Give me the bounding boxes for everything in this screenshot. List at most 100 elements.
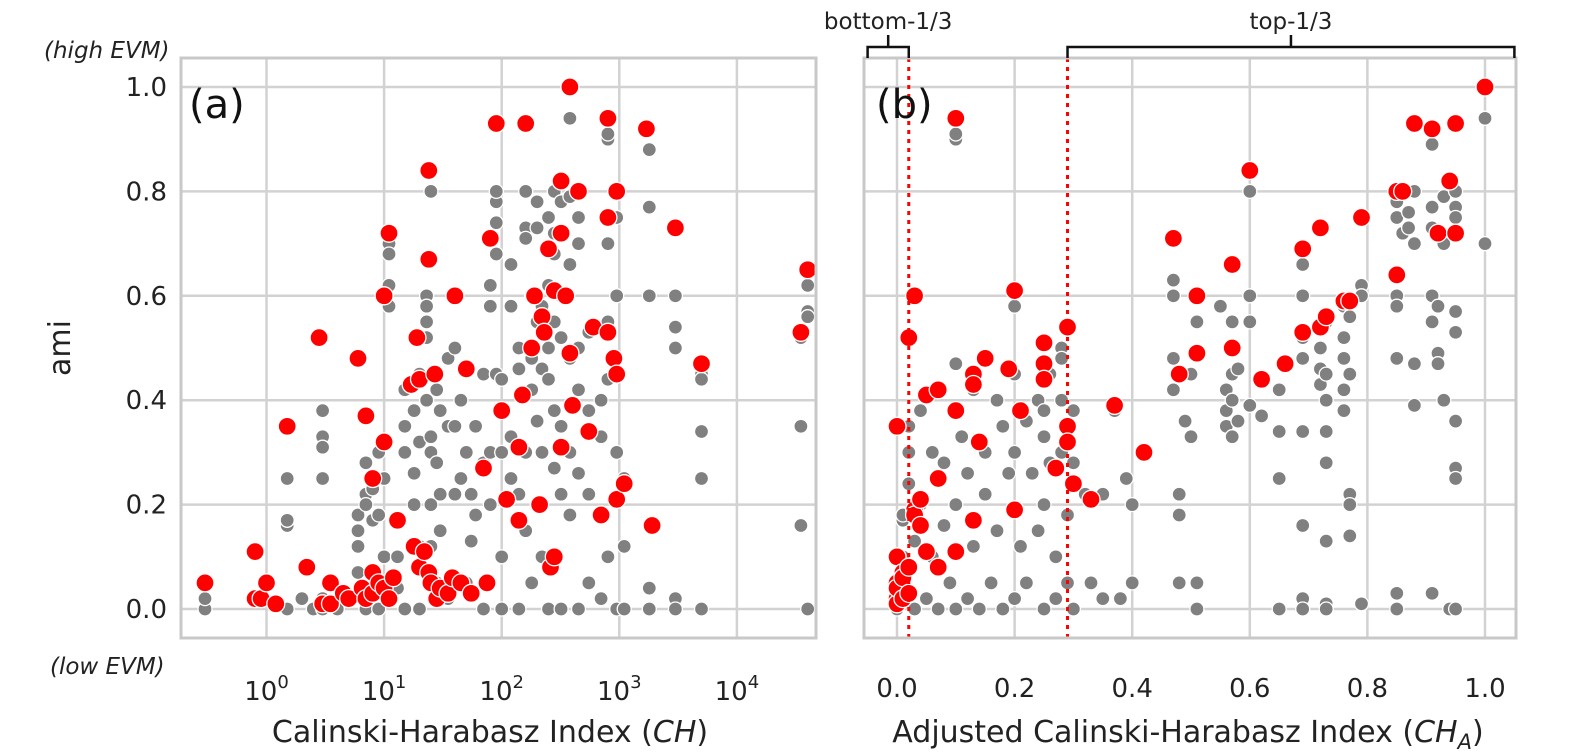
data-point xyxy=(411,601,428,617)
data-point xyxy=(389,549,406,565)
x-axis-label-b-main: Adjusted Calinski-Harabasz Index ( xyxy=(892,715,1414,750)
x-tick-label: 103 xyxy=(597,672,642,707)
data-point xyxy=(995,418,1011,434)
data-point xyxy=(1447,303,1464,320)
highlighted-point xyxy=(1004,500,1025,520)
data-point xyxy=(447,486,463,502)
data-point xyxy=(581,402,597,419)
highlighted-point xyxy=(374,286,394,306)
highlighted-point xyxy=(928,380,948,400)
highlighted-point xyxy=(1057,317,1078,337)
highlighted-point xyxy=(1316,307,1336,327)
highlighted-point xyxy=(407,327,427,348)
highlighted-point xyxy=(379,223,399,243)
data-point xyxy=(942,575,958,591)
highlighted-point xyxy=(598,207,618,228)
highlighted-point xyxy=(277,416,297,436)
highlighted-point xyxy=(560,77,580,97)
data-point xyxy=(959,590,976,607)
data-point xyxy=(570,465,587,481)
data-point xyxy=(581,575,597,591)
highlighted-point xyxy=(320,573,341,593)
data-point xyxy=(1001,465,1017,481)
highlighted-point xyxy=(534,322,554,342)
highlighted-point xyxy=(969,432,989,452)
highlighted-point xyxy=(1046,458,1066,478)
data-point xyxy=(1083,575,1099,591)
data-point xyxy=(600,126,616,142)
highlighted-point xyxy=(1081,489,1101,510)
data-point xyxy=(350,564,366,581)
x-axis-label-a-symbol: CH xyxy=(653,715,697,750)
highlighted-point xyxy=(320,594,341,614)
x-axis-label-b-subscript: A xyxy=(1456,730,1472,754)
data-point xyxy=(406,465,422,481)
data-point xyxy=(593,590,609,607)
data-point xyxy=(1165,288,1182,304)
highlighted-point xyxy=(642,515,662,536)
highlighted-point xyxy=(1163,228,1184,249)
highlighted-point xyxy=(1057,432,1078,452)
highlighted-point xyxy=(591,505,611,525)
data-point xyxy=(279,470,295,487)
data-point xyxy=(570,601,587,617)
data-point xyxy=(1271,382,1287,398)
data-point xyxy=(600,235,616,252)
data-point xyxy=(432,402,448,419)
x-tick-label: 0.8 xyxy=(1347,674,1388,704)
data-point xyxy=(912,402,929,419)
data-point xyxy=(1030,523,1046,539)
data-point xyxy=(488,215,504,231)
data-point xyxy=(1171,486,1187,502)
highlighted-point xyxy=(544,547,564,567)
data-point xyxy=(693,470,710,487)
data-point xyxy=(1189,575,1205,591)
data-point xyxy=(518,183,534,200)
data-point xyxy=(350,523,366,539)
x-tick-label: 104 xyxy=(715,672,760,707)
data-point xyxy=(350,507,366,523)
highlighted-point xyxy=(1034,333,1054,353)
data-point xyxy=(511,601,527,617)
data-point xyxy=(1118,470,1134,487)
y-top-note: (high EVM) xyxy=(44,38,170,64)
x-tick-label: 0.2 xyxy=(994,674,1035,704)
data-point xyxy=(1406,235,1423,252)
data-point xyxy=(553,601,569,617)
highlighted-point xyxy=(999,359,1019,379)
data-point xyxy=(1477,110,1493,126)
highlighted-point xyxy=(614,474,634,494)
x-axis-label-b-close: ) xyxy=(1472,715,1484,750)
highlighted-point xyxy=(636,119,657,139)
data-point xyxy=(1342,528,1358,544)
data-point xyxy=(553,329,569,346)
data-point xyxy=(503,298,519,314)
highlighted-point xyxy=(791,322,811,342)
highlighted-point xyxy=(1063,474,1084,494)
highlighted-point xyxy=(946,108,966,128)
highlighted-point xyxy=(509,510,529,530)
highlighted-point xyxy=(419,160,439,181)
data-point xyxy=(562,110,578,126)
data-point xyxy=(540,371,557,387)
highlighted-point xyxy=(904,286,925,306)
panel-b-brackets: bottom-1/3 top-1/3 xyxy=(824,9,1516,58)
highlighted-point xyxy=(1275,354,1295,374)
data-point xyxy=(397,601,413,617)
data-point xyxy=(529,194,545,210)
data-point xyxy=(1353,596,1370,612)
data-point xyxy=(1183,429,1199,445)
data-point xyxy=(540,601,557,617)
data-point xyxy=(1477,235,1493,252)
highlighted-point xyxy=(975,348,995,369)
data-point xyxy=(503,470,519,487)
highlighted-point xyxy=(461,583,481,603)
highlighted-point xyxy=(910,489,931,510)
data-point xyxy=(1171,575,1187,591)
data-point xyxy=(1342,366,1358,382)
data-point xyxy=(581,486,597,502)
highlighted-point xyxy=(512,385,533,405)
data-point xyxy=(1295,288,1311,304)
data-point xyxy=(1006,298,1023,314)
panel-a-label: (a) xyxy=(189,82,245,128)
